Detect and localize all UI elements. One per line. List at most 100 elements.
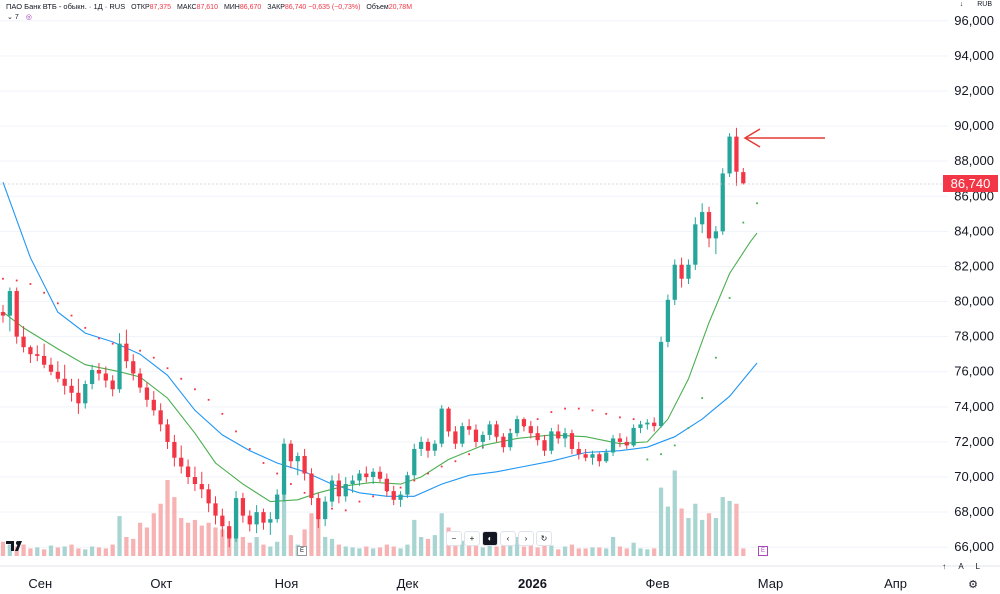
candle-body [391,491,396,500]
volume-bar [329,538,335,556]
candle-body [713,231,719,239]
high-label: МАКС [177,4,197,11]
volume-bar [391,546,396,556]
candle-body [638,424,643,428]
open-value: 87,375 [149,4,172,11]
volume-bar [7,544,12,556]
scroll-left-button[interactable]: ‹ [500,531,516,546]
volume-bar [700,519,705,556]
volume-bar [487,544,492,556]
volume-bar [350,547,355,556]
zoom-out-button[interactable]: − [446,531,462,546]
candle-body [233,498,239,539]
theme-toggle-button[interactable]: ◐ [482,531,498,546]
volume-bar [281,484,287,556]
indicators-toggle[interactable]: ⌄ 7 ◎ [7,13,32,21]
y-tick-label: 74,000 [954,399,994,414]
candle-body [350,480,355,485]
currency-label[interactable]: RUB [977,1,992,8]
volume-bar [288,535,294,556]
sar-dot [235,430,237,433]
volume-bar [62,546,67,556]
candle-body [652,422,657,427]
ma-fast-line [2,232,758,503]
candle-body [610,438,616,453]
candle-body [583,454,588,458]
candle-body [364,473,369,478]
auto-scale-toggle[interactable]: A [958,562,964,571]
reset-chart-button[interactable]: ↻ [536,531,552,546]
volume-bar [583,548,588,556]
candle-body [21,336,26,348]
sar-dot [98,337,100,340]
volume-bar [302,529,307,556]
dividend-marker[interactable]: E [758,546,768,556]
close-label: ЗАКР [267,4,285,11]
volume-bar [713,518,719,556]
zoom-in-button[interactable]: + [464,531,480,546]
scroll-right-button[interactable]: › [518,531,534,546]
candle-body [206,489,211,504]
volume-bar [610,537,616,556]
earnings-marker[interactable]: E [297,546,307,556]
candle-body [165,424,170,442]
high-value: 87,610 [196,4,218,11]
x-tick-label: Ноя [275,576,299,591]
volume-bar [377,547,383,556]
candle-body [158,410,163,425]
volume-bar [460,540,465,556]
indicators-count: 7 [14,14,19,21]
chart-grid [0,20,948,548]
volume-bar [569,544,575,556]
volume-bar [110,544,115,556]
volume-bar [309,513,314,556]
y-tick-label: 70,000 [954,469,994,484]
arrow-up-icon[interactable]: ↑ [942,562,947,571]
candle-body [151,399,156,411]
volume-bar [727,500,732,556]
sar-dot [660,453,662,456]
candle-body [336,480,342,497]
y-tick-label: 80,000 [954,294,994,309]
y-tick-label: 90,000 [954,118,994,133]
indicator-status-icon[interactable]: ◎ [25,14,32,21]
sar-dot [756,202,758,205]
candle-body [7,291,12,316]
gear-icon[interactable]: ⚙ [968,579,978,591]
candle-body [0,312,6,316]
symbol-name[interactable]: ПАО Банк ВТБ - обыкн. · 1Д · RUS [6,2,126,11]
sar-dot [550,411,553,414]
volume-bar [508,544,513,556]
download-icon[interactable]: ↓ [959,1,964,8]
volume-bar [323,537,328,556]
volume-bar [179,518,184,556]
candle-body [55,371,60,379]
candle-body [679,264,684,279]
candle-body [254,512,259,525]
y-tick-label: 86,000 [954,188,994,203]
sar-dot [248,448,251,450]
tradingview-logo[interactable] [6,540,26,555]
x-axis: Сен Окт Ноя Дек 2026 Фев Мар Апр [28,576,907,591]
volume-bar [384,544,389,556]
sar-dot [194,388,196,391]
log-scale-toggle[interactable]: L [975,562,980,571]
sar-dot [605,412,608,415]
chevron-down-icon[interactable]: ⌄ [7,14,13,21]
candle-body [309,473,314,499]
y-tick-label: 76,000 [954,364,994,379]
volume-bar [96,547,102,556]
volume-bar [672,470,677,556]
candles [0,127,746,548]
volume-bar [652,548,657,556]
sar-dot [591,409,594,412]
candle-body [281,443,287,495]
volume-bar [48,545,54,556]
volume-bar [419,537,424,556]
sar-dot [427,472,429,475]
symbol-legend[interactable]: ПАО Банк ВТБ - обыкн. · 1Д · RUS ОТКР87,… [6,1,412,14]
candle-body [473,429,479,442]
low-value: 86,670 [239,4,262,11]
candle-body [494,424,499,437]
